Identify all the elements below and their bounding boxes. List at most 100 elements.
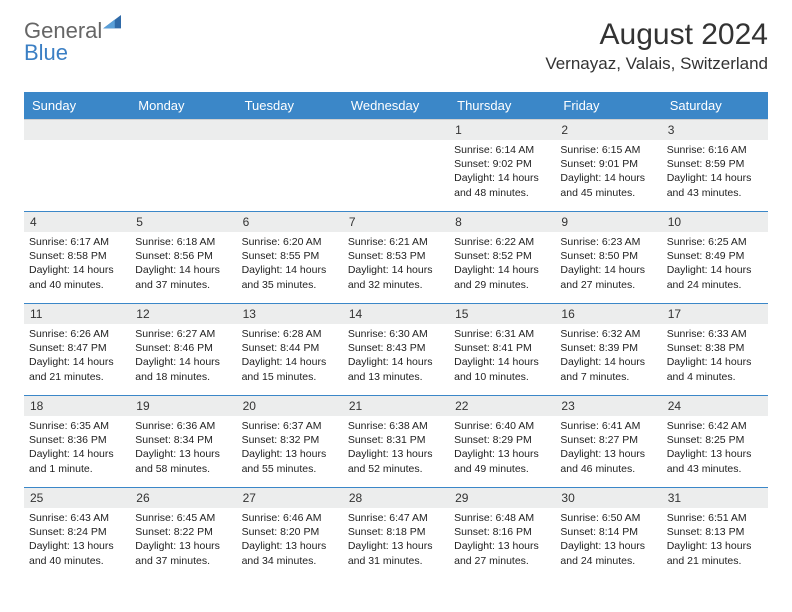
logo-triangle-icon <box>103 15 123 31</box>
day-data: Sunrise: 6:30 AMSunset: 8:43 PMDaylight:… <box>343 324 449 388</box>
day-data: Sunrise: 6:32 AMSunset: 8:39 PMDaylight:… <box>555 324 661 388</box>
day-data: Sunrise: 6:17 AMSunset: 8:58 PMDaylight:… <box>24 232 130 296</box>
dayname-row: SundayMondayTuesdayWednesdayThursdayFrid… <box>24 92 768 120</box>
week-row: 25Sunrise: 6:43 AMSunset: 8:24 PMDayligh… <box>24 488 768 580</box>
empty-cell <box>237 120 343 212</box>
title-block: August 2024 Vernayaz, Valais, Switzerlan… <box>545 18 768 74</box>
day-cell: 27Sunrise: 6:46 AMSunset: 8:20 PMDayligh… <box>237 488 343 580</box>
day-number: 11 <box>24 304 130 324</box>
week-row: 11Sunrise: 6:26 AMSunset: 8:47 PMDayligh… <box>24 304 768 396</box>
day-number: 16 <box>555 304 661 324</box>
day-data: Sunrise: 6:37 AMSunset: 8:32 PMDaylight:… <box>237 416 343 480</box>
empty-daynum <box>237 120 343 140</box>
day-data: Sunrise: 6:31 AMSunset: 8:41 PMDaylight:… <box>449 324 555 388</box>
day-data: Sunrise: 6:36 AMSunset: 8:34 PMDaylight:… <box>130 416 236 480</box>
day-cell: 8Sunrise: 6:22 AMSunset: 8:52 PMDaylight… <box>449 212 555 304</box>
day-number: 3 <box>662 120 768 140</box>
day-number: 24 <box>662 396 768 416</box>
day-number: 19 <box>130 396 236 416</box>
day-data: Sunrise: 6:45 AMSunset: 8:22 PMDaylight:… <box>130 508 236 572</box>
day-number: 8 <box>449 212 555 232</box>
day-data: Sunrise: 6:46 AMSunset: 8:20 PMDaylight:… <box>237 508 343 572</box>
day-data: Sunrise: 6:22 AMSunset: 8:52 PMDaylight:… <box>449 232 555 296</box>
empty-daynum <box>343 120 449 140</box>
day-cell: 18Sunrise: 6:35 AMSunset: 8:36 PMDayligh… <box>24 396 130 488</box>
day-cell: 22Sunrise: 6:40 AMSunset: 8:29 PMDayligh… <box>449 396 555 488</box>
day-cell: 20Sunrise: 6:37 AMSunset: 8:32 PMDayligh… <box>237 396 343 488</box>
day-cell: 14Sunrise: 6:30 AMSunset: 8:43 PMDayligh… <box>343 304 449 396</box>
week-row: 18Sunrise: 6:35 AMSunset: 8:36 PMDayligh… <box>24 396 768 488</box>
day-cell: 29Sunrise: 6:48 AMSunset: 8:16 PMDayligh… <box>449 488 555 580</box>
day-cell: 12Sunrise: 6:27 AMSunset: 8:46 PMDayligh… <box>130 304 236 396</box>
header: GeneralBlue August 2024 Vernayaz, Valais… <box>24 18 768 74</box>
empty-daynum <box>130 120 236 140</box>
day-number: 17 <box>662 304 768 324</box>
dayname-friday: Friday <box>555 92 661 120</box>
day-cell: 9Sunrise: 6:23 AMSunset: 8:50 PMDaylight… <box>555 212 661 304</box>
day-number: 22 <box>449 396 555 416</box>
day-cell: 24Sunrise: 6:42 AMSunset: 8:25 PMDayligh… <box>662 396 768 488</box>
empty-daynum <box>24 120 130 140</box>
calendar-body: 1Sunrise: 6:14 AMSunset: 9:02 PMDaylight… <box>24 120 768 580</box>
week-row: 1Sunrise: 6:14 AMSunset: 9:02 PMDaylight… <box>24 120 768 212</box>
day-data: Sunrise: 6:38 AMSunset: 8:31 PMDaylight:… <box>343 416 449 480</box>
day-data: Sunrise: 6:48 AMSunset: 8:16 PMDaylight:… <box>449 508 555 572</box>
empty-cell <box>24 120 130 212</box>
month-title: August 2024 <box>545 18 768 52</box>
dayname-saturday: Saturday <box>662 92 768 120</box>
day-data: Sunrise: 6:28 AMSunset: 8:44 PMDaylight:… <box>237 324 343 388</box>
location: Vernayaz, Valais, Switzerland <box>545 54 768 74</box>
day-cell: 4Sunrise: 6:17 AMSunset: 8:58 PMDaylight… <box>24 212 130 304</box>
day-data: Sunrise: 6:26 AMSunset: 8:47 PMDaylight:… <box>24 324 130 388</box>
day-number: 12 <box>130 304 236 324</box>
day-data: Sunrise: 6:40 AMSunset: 8:29 PMDaylight:… <box>449 416 555 480</box>
day-number: 2 <box>555 120 661 140</box>
day-number: 21 <box>343 396 449 416</box>
day-data: Sunrise: 6:18 AMSunset: 8:56 PMDaylight:… <box>130 232 236 296</box>
day-cell: 3Sunrise: 6:16 AMSunset: 8:59 PMDaylight… <box>662 120 768 212</box>
day-number: 29 <box>449 488 555 508</box>
day-data: Sunrise: 6:33 AMSunset: 8:38 PMDaylight:… <box>662 324 768 388</box>
day-cell: 5Sunrise: 6:18 AMSunset: 8:56 PMDaylight… <box>130 212 236 304</box>
day-number: 15 <box>449 304 555 324</box>
day-cell: 25Sunrise: 6:43 AMSunset: 8:24 PMDayligh… <box>24 488 130 580</box>
day-cell: 30Sunrise: 6:50 AMSunset: 8:14 PMDayligh… <box>555 488 661 580</box>
day-data: Sunrise: 6:16 AMSunset: 8:59 PMDaylight:… <box>662 140 768 204</box>
day-number: 28 <box>343 488 449 508</box>
day-number: 6 <box>237 212 343 232</box>
logo: GeneralBlue <box>24 18 123 66</box>
day-number: 23 <box>555 396 661 416</box>
day-data: Sunrise: 6:23 AMSunset: 8:50 PMDaylight:… <box>555 232 661 296</box>
day-cell: 2Sunrise: 6:15 AMSunset: 9:01 PMDaylight… <box>555 120 661 212</box>
day-cell: 31Sunrise: 6:51 AMSunset: 8:13 PMDayligh… <box>662 488 768 580</box>
day-data: Sunrise: 6:43 AMSunset: 8:24 PMDaylight:… <box>24 508 130 572</box>
empty-cell <box>343 120 449 212</box>
day-number: 9 <box>555 212 661 232</box>
day-cell: 21Sunrise: 6:38 AMSunset: 8:31 PMDayligh… <box>343 396 449 488</box>
day-cell: 17Sunrise: 6:33 AMSunset: 8:38 PMDayligh… <box>662 304 768 396</box>
day-number: 25 <box>24 488 130 508</box>
day-number: 4 <box>24 212 130 232</box>
day-cell: 16Sunrise: 6:32 AMSunset: 8:39 PMDayligh… <box>555 304 661 396</box>
day-number: 5 <box>130 212 236 232</box>
day-number: 31 <box>662 488 768 508</box>
day-cell: 28Sunrise: 6:47 AMSunset: 8:18 PMDayligh… <box>343 488 449 580</box>
day-data: Sunrise: 6:42 AMSunset: 8:25 PMDaylight:… <box>662 416 768 480</box>
day-cell: 23Sunrise: 6:41 AMSunset: 8:27 PMDayligh… <box>555 396 661 488</box>
dayname-sunday: Sunday <box>24 92 130 120</box>
day-data: Sunrise: 6:41 AMSunset: 8:27 PMDaylight:… <box>555 416 661 480</box>
day-number: 27 <box>237 488 343 508</box>
day-number: 20 <box>237 396 343 416</box>
day-data: Sunrise: 6:51 AMSunset: 8:13 PMDaylight:… <box>662 508 768 572</box>
day-number: 30 <box>555 488 661 508</box>
day-number: 13 <box>237 304 343 324</box>
day-number: 26 <box>130 488 236 508</box>
day-data: Sunrise: 6:14 AMSunset: 9:02 PMDaylight:… <box>449 140 555 204</box>
dayname-tuesday: Tuesday <box>237 92 343 120</box>
day-cell: 11Sunrise: 6:26 AMSunset: 8:47 PMDayligh… <box>24 304 130 396</box>
day-cell: 26Sunrise: 6:45 AMSunset: 8:22 PMDayligh… <box>130 488 236 580</box>
day-cell: 19Sunrise: 6:36 AMSunset: 8:34 PMDayligh… <box>130 396 236 488</box>
calendar-table: SundayMondayTuesdayWednesdayThursdayFrid… <box>24 92 768 580</box>
day-data: Sunrise: 6:15 AMSunset: 9:01 PMDaylight:… <box>555 140 661 204</box>
day-cell: 13Sunrise: 6:28 AMSunset: 8:44 PMDayligh… <box>237 304 343 396</box>
